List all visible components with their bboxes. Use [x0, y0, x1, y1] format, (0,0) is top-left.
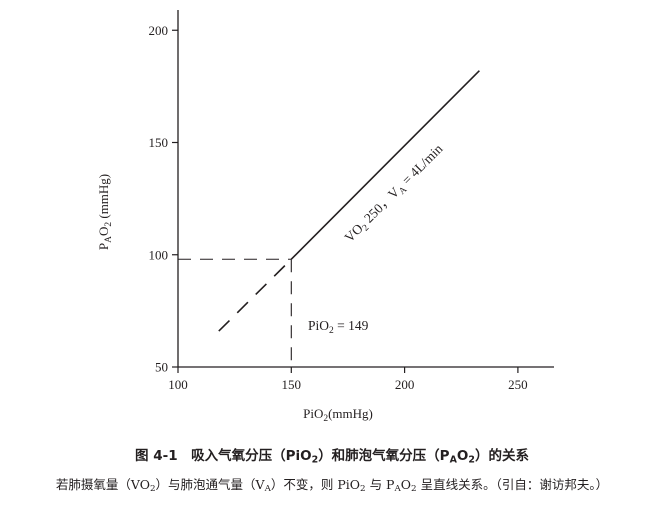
main-line: [290, 70, 480, 260]
pio2-label: PiO2 = 149: [308, 318, 369, 336]
series-layer: [218, 70, 480, 332]
extrapolated-line: [218, 258, 292, 332]
y-tick-label: 100: [149, 247, 169, 262]
figure-caption-title: 图 4-1 吸入气氧分压（PiO2）和肺泡气氧分压（PAO2）的关系: [135, 448, 529, 466]
x-tick-label: 150: [282, 377, 302, 392]
y-tick-label: 50: [155, 360, 168, 375]
figure-caption-note: 若肺摄氧量（VO2）与肺泡通气量（VA）不变，则 PiO2 与 PAO2 呈直线…: [55, 477, 609, 495]
y-axis-title: PAO2 (mmHg): [96, 174, 114, 250]
x-tick-label: 200: [395, 377, 415, 392]
x-tick-label: 250: [508, 377, 528, 392]
axes: [177, 10, 554, 368]
reference-lines: [178, 258, 292, 367]
x-axis-title: PiO2(mmHg): [303, 406, 373, 424]
y-tick-label: 200: [149, 23, 169, 38]
x-tick-label: 100: [168, 377, 188, 392]
line-label: VO2 250，VA = 4L/min: [342, 141, 448, 247]
y-tick-label: 150: [149, 135, 169, 150]
